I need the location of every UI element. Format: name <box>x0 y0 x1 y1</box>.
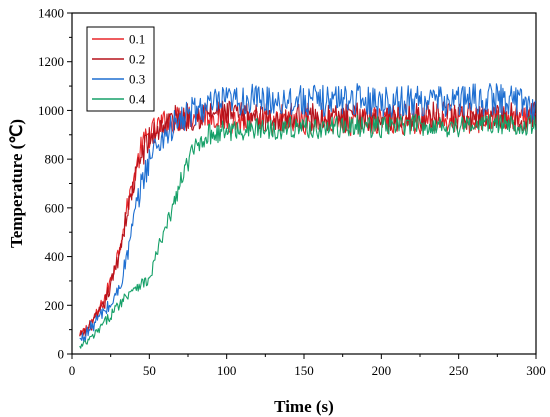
legend-label: 0.2 <box>129 52 145 67</box>
legend-label: 0.4 <box>129 92 146 107</box>
y-axis-title: Temperature (℃) <box>7 119 26 248</box>
series-line-0.4 <box>79 113 536 349</box>
x-tick-label: 300 <box>526 363 546 378</box>
y-axis-ticks: 0 200 400 600 800 1000 1200 1400 <box>38 6 72 362</box>
y-tick-label: 1400 <box>38 6 64 21</box>
y-tick-label: 200 <box>45 298 65 313</box>
x-tick-label: 100 <box>217 363 237 378</box>
legend-box <box>86 26 155 112</box>
y-tick-label: 1200 <box>38 54 64 69</box>
x-axis-title: Time (s) <box>274 397 334 416</box>
legend: 0.1 0.2 0.3 0.4 <box>86 26 155 112</box>
x-tick-label: 150 <box>294 363 314 378</box>
x-tick-label: 0 <box>69 363 76 378</box>
x-axis-ticks: 0 50 100 150 200 250 300 <box>69 354 546 378</box>
legend-label: 0.3 <box>129 72 145 87</box>
x-tick-label: 50 <box>143 363 156 378</box>
y-tick-label: 1000 <box>38 103 64 118</box>
series-line-0.3 <box>79 83 536 342</box>
y-tick-label: 800 <box>45 152 65 167</box>
legend-label: 0.1 <box>129 32 145 47</box>
x-tick-label: 200 <box>372 363 392 378</box>
y-tick-label: 600 <box>45 200 65 215</box>
series-layer <box>79 83 536 349</box>
series-line-0.1 <box>79 104 536 336</box>
y-tick-label: 400 <box>45 249 65 264</box>
x-tick-label: 250 <box>449 363 469 378</box>
y-tick-label: 0 <box>58 347 65 362</box>
